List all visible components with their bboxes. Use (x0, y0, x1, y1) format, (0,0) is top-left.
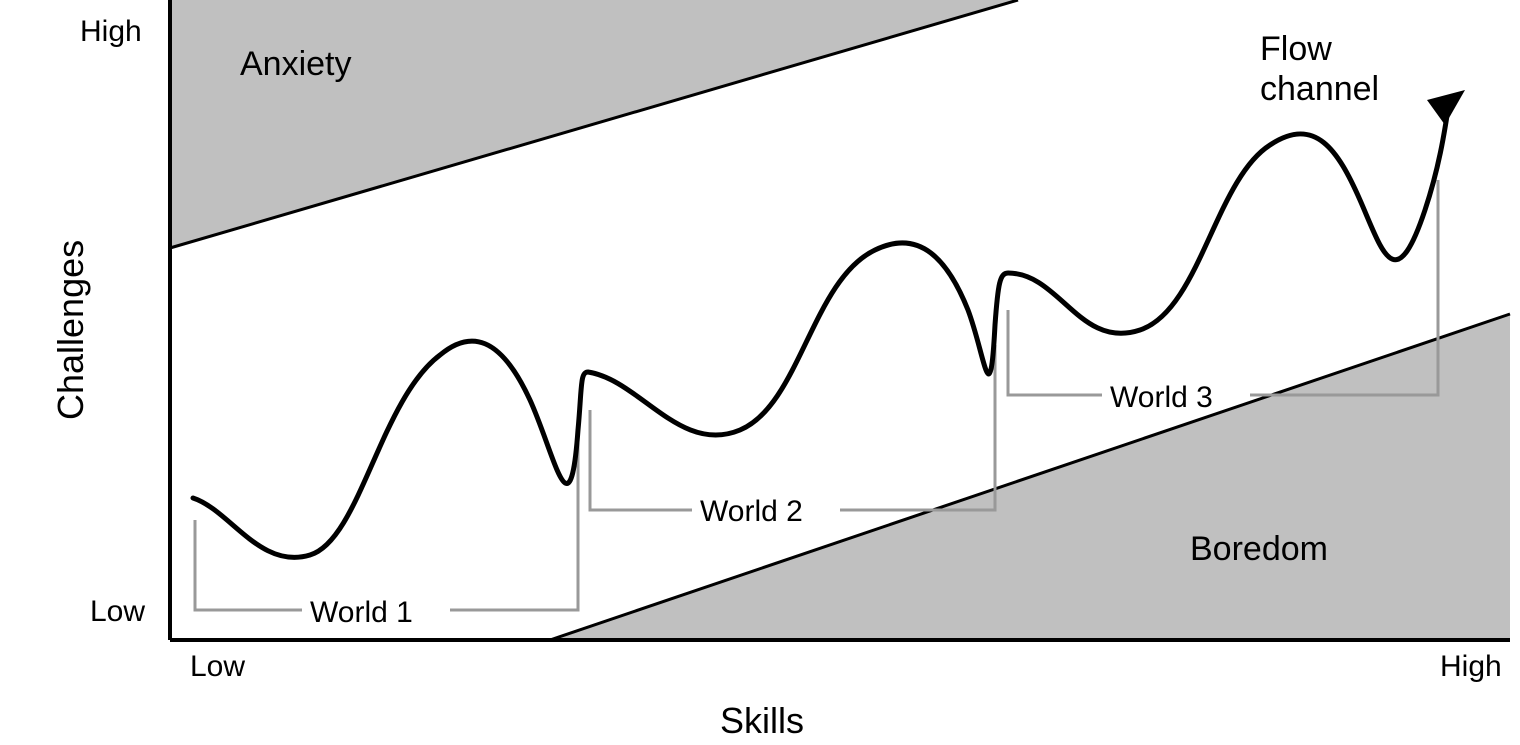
y-axis-low-tick: Low (90, 595, 145, 629)
world-label-3: World 3 (1110, 381, 1213, 414)
world-label-2: World 2 (700, 495, 803, 528)
anxiety-label: Anxiety (240, 45, 352, 83)
flow-channel-diagram: World 1 World 2 World 3 Anxiety Boredom Fl… (0, 0, 1520, 745)
world-bracket-right (840, 345, 995, 510)
world-bracket-right (450, 440, 578, 610)
boredom-label: Boredom (1190, 530, 1328, 568)
y-axis-high-tick: High (80, 15, 142, 49)
flow-arrowhead (1427, 90, 1465, 125)
y-axis-label: Challenges (50, 240, 92, 420)
world-label-1: World 1 (310, 596, 413, 629)
x-axis-high-tick: High (1440, 650, 1502, 684)
flow-channel-label-line1: Flow (1260, 30, 1332, 68)
x-axis-low-tick: Low (190, 650, 245, 684)
world-bracket-left (195, 520, 302, 610)
flow-channel-label-line2: channel (1260, 70, 1379, 108)
x-axis-label: Skills (720, 700, 804, 742)
